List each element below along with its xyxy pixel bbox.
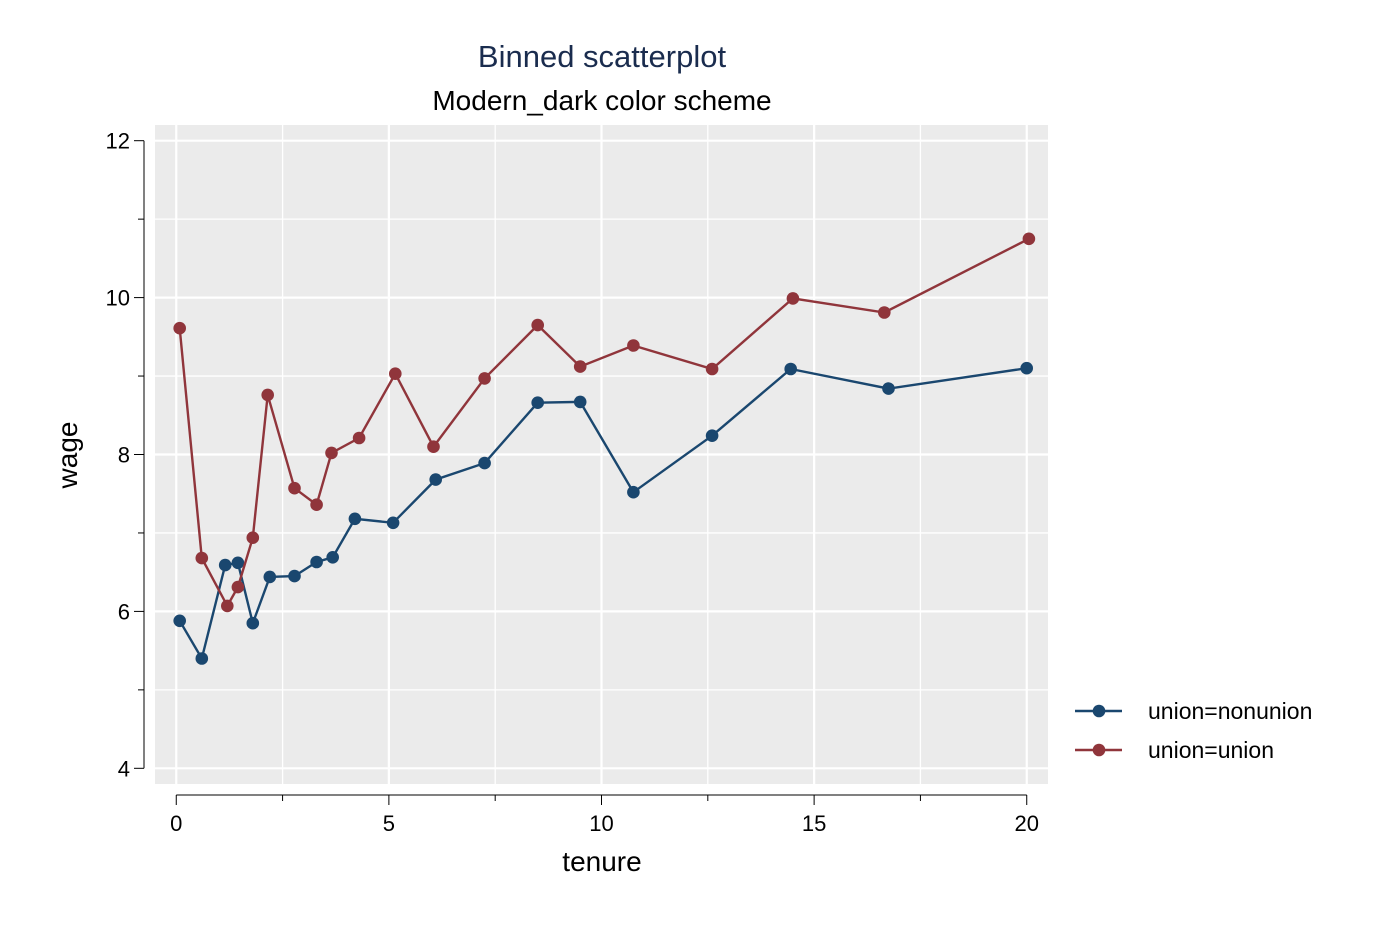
y-tick-label: 6 (118, 599, 130, 624)
data-point (246, 531, 260, 544)
data-point (288, 481, 301, 495)
data-point (531, 396, 544, 410)
series-1 (173, 232, 1036, 613)
x-tick-label: 0 (170, 811, 182, 836)
chart-subtitle: Modern_dark color scheme (432, 85, 771, 116)
data-point (882, 382, 895, 395)
data-point (310, 498, 323, 512)
y-axis-title: wage (52, 422, 83, 490)
axes: 4 6 8 10 12 0 5 10 15 20 (106, 129, 1039, 836)
y-tick-label: 4 (118, 756, 130, 781)
legend-item: union=union (1075, 737, 1274, 763)
data-point (427, 440, 440, 454)
legend-marker (1092, 743, 1106, 757)
data-point (786, 292, 800, 305)
data-point (326, 551, 340, 564)
data-point (173, 321, 186, 335)
data-point (261, 388, 275, 402)
data-point (389, 367, 402, 381)
data-point (310, 555, 323, 569)
data-point (1022, 232, 1036, 246)
data-point (1020, 361, 1033, 375)
series-0 (173, 361, 1033, 665)
data-point (478, 372, 491, 385)
x-tick-label: 20 (1014, 811, 1038, 836)
data-point (263, 570, 277, 584)
data-point (195, 551, 209, 565)
data-point (288, 569, 301, 583)
legend-label: union=union (1148, 737, 1274, 763)
legend: union=nonunion union=union (1075, 698, 1312, 763)
data-point (627, 485, 640, 499)
data-point (705, 429, 719, 443)
data-point (573, 395, 587, 409)
x-axis-title: tenure (562, 846, 641, 877)
data-point (573, 360, 587, 373)
data-point (705, 362, 719, 376)
data-point (878, 306, 891, 319)
legend-item: union=nonunion (1075, 698, 1312, 724)
data-point (231, 580, 245, 594)
x-tick-label: 15 (802, 811, 826, 836)
data-point (218, 558, 232, 572)
data-point (352, 431, 366, 445)
data-point (173, 614, 186, 628)
data-point (195, 652, 209, 665)
x-tick-label: 5 (383, 811, 395, 836)
y-tick-label: 10 (106, 286, 130, 311)
data-point (246, 616, 260, 630)
series-line (178, 367, 1027, 662)
data-point (221, 599, 234, 613)
y-tick-label: 12 (106, 129, 130, 154)
data-point (231, 556, 245, 570)
chart-title: Binned scatterplot (478, 39, 727, 74)
data-point (386, 516, 400, 530)
data-point (784, 362, 797, 376)
legend-marker (1092, 704, 1106, 718)
data-point (531, 318, 544, 332)
x-tick-label: 10 (589, 811, 613, 836)
y-tick-label: 8 (118, 443, 130, 468)
series-line (178, 237, 1030, 609)
data-point (478, 456, 491, 470)
data-point (429, 473, 443, 486)
data-point (348, 512, 362, 526)
series-layer (173, 232, 1036, 665)
data-point (627, 339, 640, 352)
data-point (325, 446, 338, 460)
legend-label: union=nonunion (1148, 698, 1312, 724)
